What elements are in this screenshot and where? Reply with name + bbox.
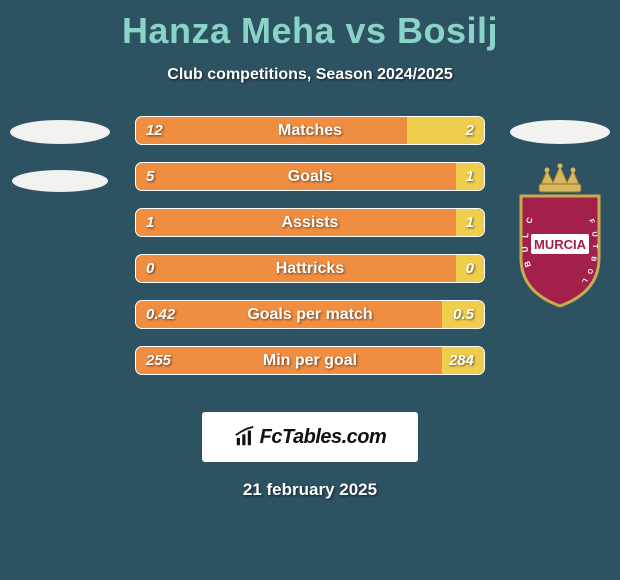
stat-row-goals: 5Goals1	[135, 162, 485, 191]
stat-right-fill	[407, 117, 484, 144]
stat-row-hattricks: 0Hattricks0	[135, 254, 485, 283]
stat-label: Goals per match	[136, 301, 484, 328]
comparison-bars: 12Matches25Goals11Assists10Hattricks00.4…	[135, 116, 485, 375]
crown-icon	[539, 164, 581, 193]
left-team-badge-area	[8, 116, 112, 192]
stat-label: Assists	[136, 209, 484, 236]
svg-text:U: U	[521, 246, 530, 253]
date-text: 21 february 2025	[0, 480, 620, 500]
stat-row-assists: 1Assists1	[135, 208, 485, 237]
footer-logo-text: FcTables.com	[260, 426, 387, 449]
stat-right-fill	[442, 301, 484, 328]
comparison-content: C L U B F U T B O L MURCIA 12Matches25Go…	[0, 116, 620, 396]
stat-left-value: 0.42	[146, 301, 175, 328]
right-ellipse	[510, 120, 610, 144]
svg-text:U: U	[590, 231, 598, 237]
stat-right-fill	[442, 347, 484, 374]
right-team-badge-area: C L U B F U T B O L MURCIA	[508, 116, 612, 308]
stat-label: Min per goal	[136, 347, 484, 374]
left-ellipse-2	[12, 170, 108, 192]
left-ellipse-1	[10, 120, 110, 144]
crest-band-text: MURCIA	[534, 237, 587, 252]
chart-icon	[234, 426, 256, 448]
stat-label: Hattricks	[136, 255, 484, 282]
stat-left-value: 0	[146, 255, 154, 282]
stat-row-matches: 12Matches2	[135, 116, 485, 145]
stat-label: Goals	[136, 163, 484, 190]
stat-left-value: 12	[146, 117, 163, 144]
stat-left-value: 5	[146, 163, 154, 190]
stat-right-fill	[456, 163, 484, 190]
fctables-logo: FcTables.com	[202, 412, 418, 462]
stat-left-value: 1	[146, 209, 154, 236]
svg-text:L: L	[521, 232, 530, 238]
murcia-crest-icon: C L U B F U T B O L MURCIA	[511, 162, 609, 308]
page-title: Hanza Meha vs Bosilj	[0, 0, 620, 52]
subtitle: Club competitions, Season 2024/2025	[0, 66, 620, 84]
stat-right-fill	[456, 255, 484, 282]
stat-row-min-per-goal: 255Min per goal284	[135, 346, 485, 375]
stat-left-value: 255	[146, 347, 171, 374]
stat-right-fill	[456, 209, 484, 236]
stat-row-goals-per-match: 0.42Goals per match0.5	[135, 300, 485, 329]
